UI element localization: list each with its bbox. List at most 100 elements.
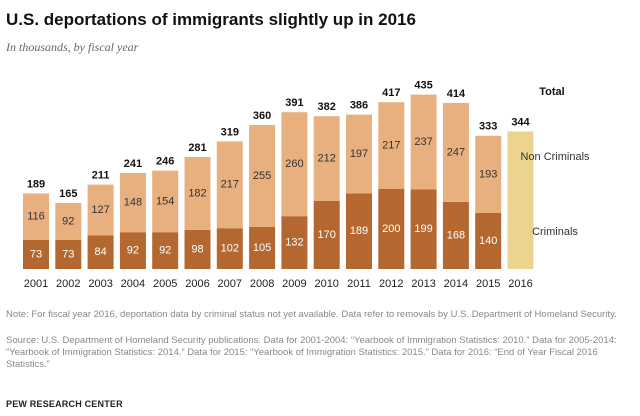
- bar-segment: [23, 193, 49, 240]
- total-label: 319: [221, 126, 239, 138]
- bar-segment: [313, 201, 340, 269]
- x-tick-label: 2015: [476, 278, 500, 290]
- x-tick-label: 2009: [282, 278, 306, 290]
- value-label: 168: [447, 229, 465, 241]
- bar-segment: [55, 239, 82, 269]
- total-label: 360: [253, 110, 271, 122]
- value-label: 193: [479, 168, 497, 180]
- value-label: 189: [350, 225, 368, 237]
- total-label: 382: [318, 101, 336, 113]
- total-label: 435: [414, 80, 432, 92]
- x-tick-label: 2011: [347, 278, 371, 290]
- value-label: 140: [479, 235, 497, 247]
- bar-segment: [119, 232, 146, 269]
- x-tick-label: 2002: [56, 278, 80, 290]
- value-label: 197: [350, 148, 368, 160]
- legend-label: Total: [539, 86, 564, 98]
- value-label: 98: [191, 243, 203, 255]
- total-label: 211: [92, 170, 110, 182]
- bar-segment: [475, 213, 502, 269]
- value-label: 217: [221, 179, 239, 191]
- bar-segment: [184, 157, 211, 230]
- total-label: 241: [124, 158, 142, 170]
- value-label: 92: [159, 245, 171, 257]
- value-label: 73: [30, 248, 42, 260]
- value-label: 237: [414, 136, 432, 148]
- total-label: 333: [479, 121, 497, 133]
- x-tick-label: 2007: [218, 278, 242, 290]
- bar-segment: [281, 216, 308, 269]
- value-label: 92: [127, 245, 139, 257]
- value-label: 199: [414, 223, 432, 235]
- x-tick-label: 2008: [250, 278, 274, 290]
- value-label: 182: [188, 187, 206, 199]
- x-tick-label: 2006: [185, 278, 209, 290]
- total-label: 391: [285, 97, 303, 109]
- value-label: 154: [156, 195, 174, 207]
- bar-segment: [249, 125, 276, 227]
- value-label: 105: [253, 242, 271, 254]
- value-label: 73: [62, 248, 74, 260]
- x-tick-label: 2016: [508, 278, 532, 290]
- x-tick-label: 2012: [379, 278, 403, 290]
- bar-segment: [216, 228, 243, 269]
- value-label: 200: [382, 223, 400, 235]
- total-label: 344: [511, 116, 530, 128]
- bar-segment: [55, 203, 82, 240]
- bar-segment: [119, 173, 146, 233]
- bar-segment: [23, 239, 49, 269]
- bar-segment: [475, 135, 502, 213]
- value-label: 247: [447, 146, 465, 158]
- x-tick-label: 2010: [314, 278, 338, 290]
- bar-segment: [313, 116, 340, 201]
- bar-segment: [216, 141, 243, 229]
- bar-segment: [152, 232, 179, 269]
- bar-segment: [87, 235, 114, 269]
- total-label: 165: [59, 188, 77, 200]
- footer: PEW RESEARCH CENTER: [6, 399, 123, 409]
- bar-segment: [346, 114, 372, 194]
- total-label: 281: [188, 142, 206, 154]
- value-label: 127: [91, 204, 109, 216]
- legend-label: Criminals: [532, 226, 578, 238]
- value-label: 92: [62, 215, 74, 227]
- x-tick-label: 2004: [121, 278, 145, 290]
- source: Source: U.S. Department of Homeland Secu…: [6, 335, 617, 370]
- note: Note: For fiscal year 2016, deportation …: [6, 309, 617, 320]
- bar-segment: [410, 94, 437, 190]
- total-label: 189: [27, 178, 45, 190]
- chart-title: U.S. deportations of immigrants slightly…: [6, 10, 416, 29]
- total-label: 417: [382, 87, 400, 99]
- legend-label: Non Criminals: [520, 151, 590, 163]
- value-label: 255: [253, 170, 271, 182]
- bar-segment: [281, 112, 308, 217]
- value-label: 170: [318, 229, 336, 241]
- total-bar: [507, 131, 534, 269]
- value-label: 132: [285, 237, 303, 249]
- value-label: 212: [318, 153, 336, 165]
- value-label: 148: [124, 197, 142, 209]
- x-tick-label: 2003: [88, 278, 112, 290]
- bar-segment: [346, 193, 372, 269]
- bar-segment: [152, 170, 179, 233]
- bar-segment: [410, 189, 437, 269]
- bar-segment: [87, 184, 114, 236]
- x-tick-label: 2005: [153, 278, 177, 290]
- value-label: 84: [94, 246, 106, 258]
- chart-subtitle: In thousands, by fiscal year: [6, 40, 139, 54]
- value-label: 102: [221, 243, 239, 255]
- value-label: 217: [382, 140, 400, 152]
- total-label: 414: [447, 88, 466, 100]
- total-label: 246: [156, 156, 174, 168]
- bar-segment: [442, 103, 469, 202]
- bar-segment: [249, 227, 276, 269]
- bar-segment: [442, 201, 469, 269]
- value-label: 260: [285, 158, 303, 170]
- chart: 2001 73 116 189 2002 73 92 165 2003 84 127 211 2004 9…: [23, 80, 590, 290]
- value-label: 116: [27, 211, 45, 223]
- bar-segment: [378, 102, 405, 189]
- x-tick-label: 2001: [24, 278, 48, 290]
- total-label: 386: [350, 100, 368, 112]
- bar-segment: [378, 189, 405, 269]
